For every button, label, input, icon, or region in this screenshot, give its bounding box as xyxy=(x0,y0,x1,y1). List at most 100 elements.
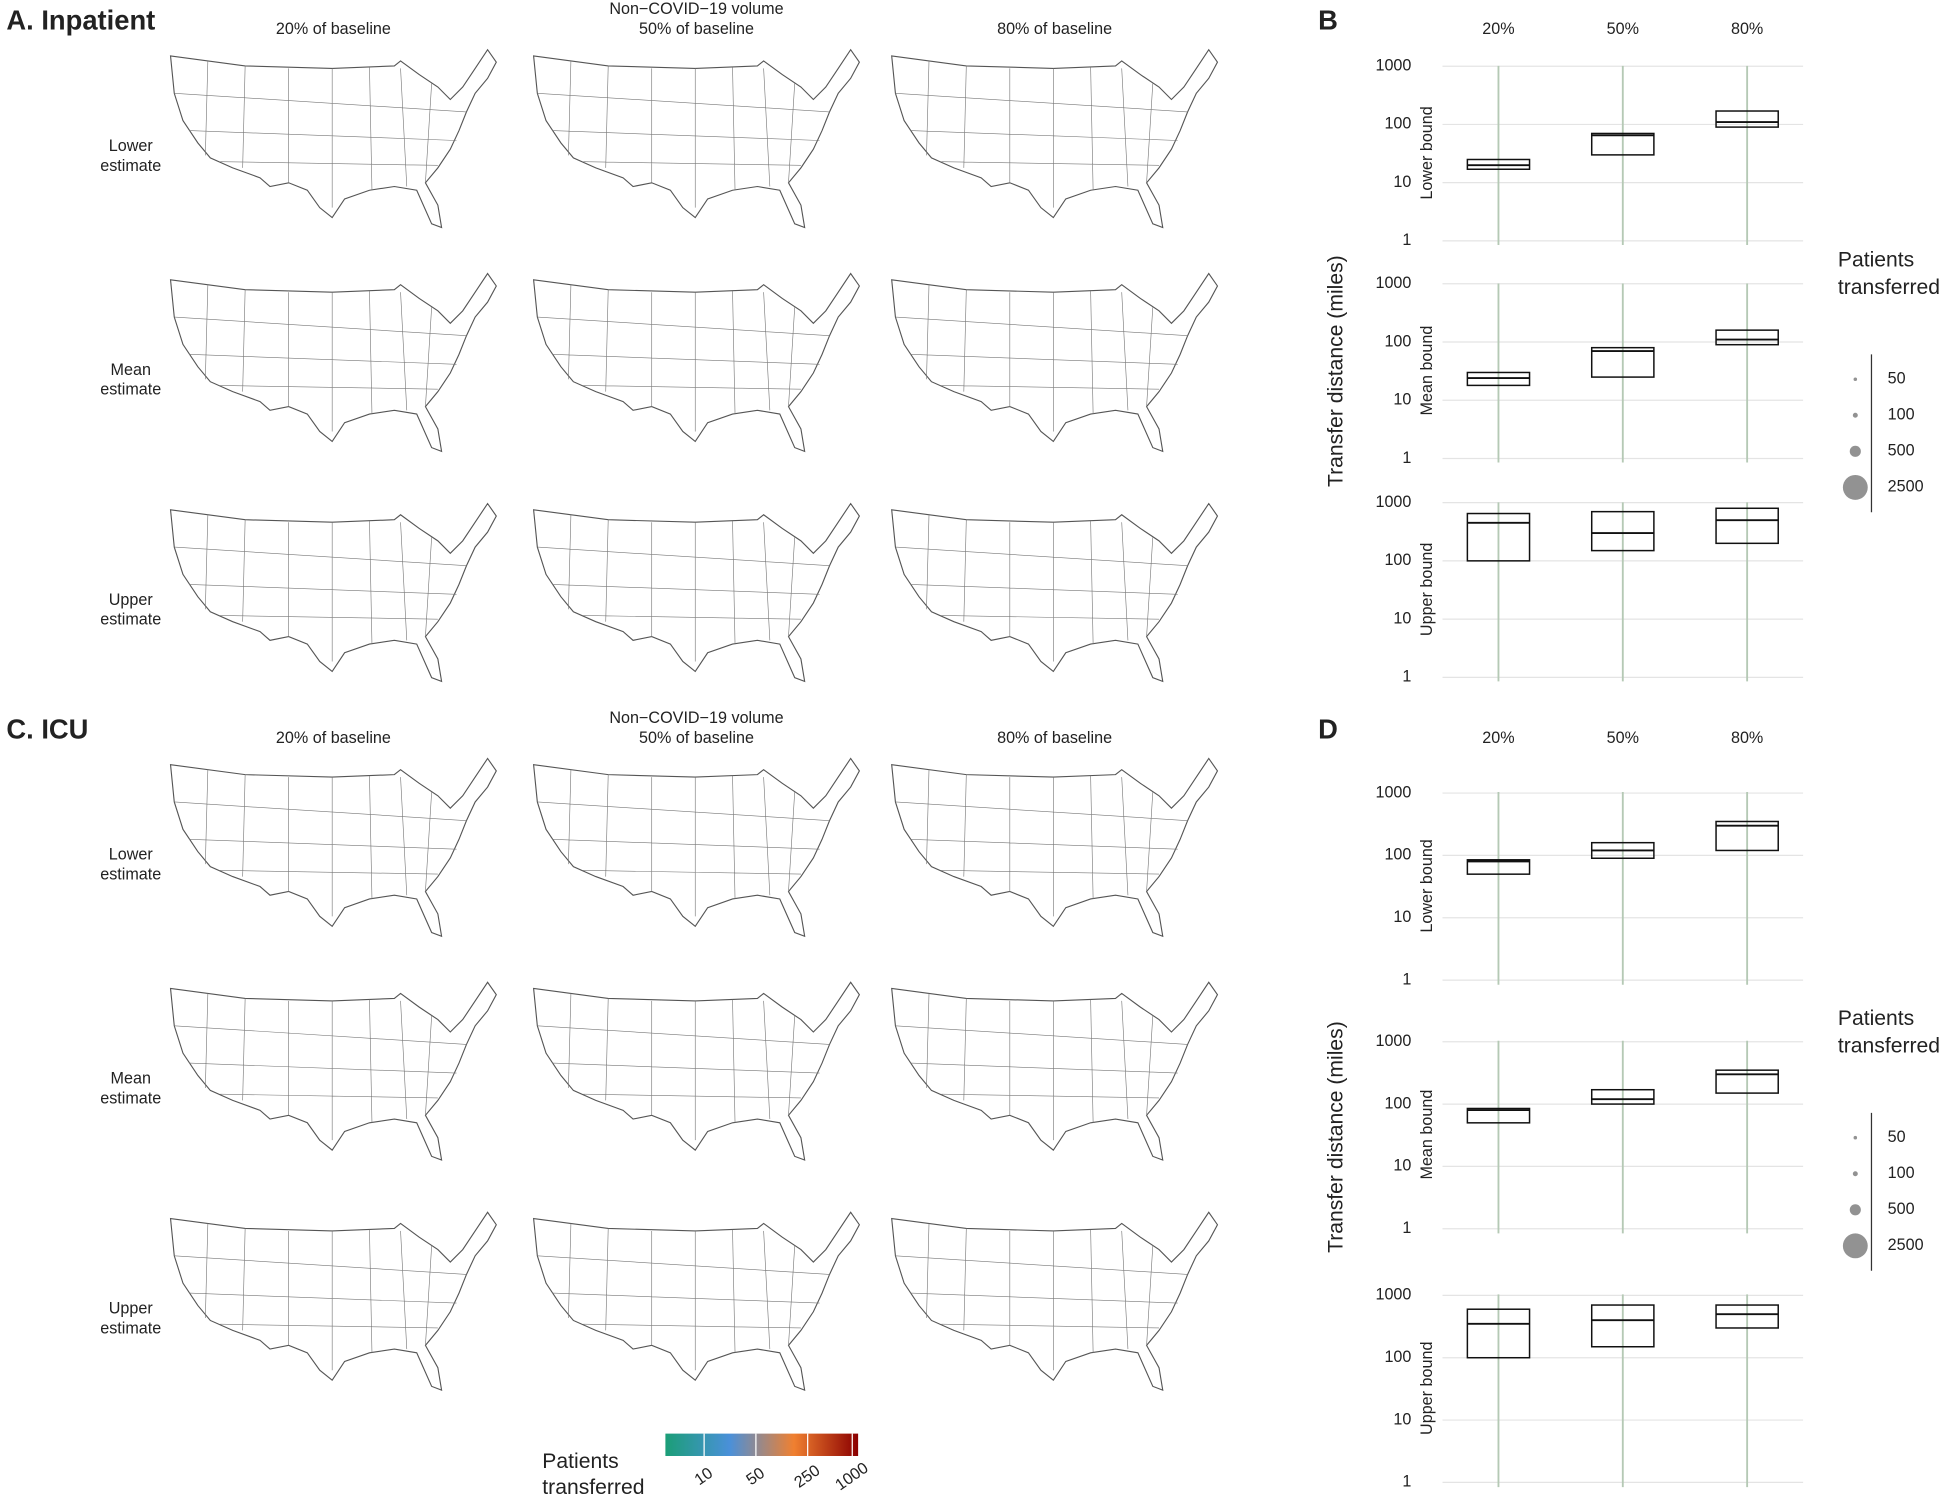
us-map xyxy=(533,49,860,229)
us-map xyxy=(891,1211,1219,1391)
legend-title: transferred xyxy=(1838,1035,1940,1058)
size-label: 500 xyxy=(1888,442,1915,460)
panel-title: D xyxy=(1318,713,1338,744)
y-tick-label: 1 xyxy=(1402,1473,1411,1491)
column-label: 20% of baseline xyxy=(276,729,391,747)
size-key xyxy=(1842,1233,1868,1259)
y-tick-label: 100 xyxy=(1384,1094,1411,1112)
row-label: Lower xyxy=(109,846,154,864)
us-map xyxy=(169,272,497,452)
y-tick-label: 100 xyxy=(1384,846,1411,864)
y-tick-label: 1 xyxy=(1402,668,1411,686)
y-tick-label: 1000 xyxy=(1375,783,1411,801)
colorbar xyxy=(665,1433,859,1456)
us-map xyxy=(891,757,1219,937)
row-label: Lower xyxy=(109,137,154,155)
legend-title: Patients xyxy=(1838,1007,1914,1030)
us-map xyxy=(891,503,1219,682)
column-label: 80% of baseline xyxy=(997,729,1112,747)
y-tick-label: 1 xyxy=(1402,1219,1411,1237)
us-map xyxy=(533,272,860,452)
us-map xyxy=(891,49,1219,229)
size-label: 50 xyxy=(1888,369,1906,387)
legend-title: Patients xyxy=(542,1450,618,1473)
column-label: 50% of baseline xyxy=(639,729,754,747)
y-tick-label: 1000 xyxy=(1375,274,1411,292)
y-axis-label: Transfer distance (miles) xyxy=(1324,1021,1347,1253)
size-key xyxy=(1853,1135,1858,1140)
y-axis-label: Transfer distance (miles) xyxy=(1324,255,1347,487)
box xyxy=(1466,1107,1531,1124)
box xyxy=(1715,507,1779,545)
column-label: 20% xyxy=(1482,729,1514,747)
column-label: 20% xyxy=(1482,20,1514,38)
panel-title: B xyxy=(1318,5,1338,36)
y-tick-label: 10 xyxy=(1393,609,1411,627)
column-label: 80% xyxy=(1731,729,1763,747)
us-map xyxy=(533,1211,860,1391)
row-label: estimate xyxy=(100,611,161,629)
us-map xyxy=(891,981,1219,1161)
y-tick-label: 1000 xyxy=(1375,493,1411,511)
box xyxy=(1715,1069,1779,1094)
size-label: 2500 xyxy=(1888,478,1924,496)
us-map xyxy=(533,503,860,682)
size-key xyxy=(1852,1171,1858,1177)
row-label: estimate xyxy=(100,157,161,175)
facet-label: Upper bound xyxy=(1418,1342,1436,1435)
box xyxy=(1715,329,1779,346)
us-map xyxy=(169,757,497,937)
facet-label: Mean bound xyxy=(1418,1090,1436,1180)
y-tick-label: 100 xyxy=(1384,1348,1411,1366)
y-tick-label: 1000 xyxy=(1375,56,1411,74)
y-tick-label: 10 xyxy=(1393,391,1411,409)
size-key xyxy=(1852,412,1858,418)
facet-label: Lower bound xyxy=(1418,106,1436,199)
row-label: estimate xyxy=(100,1089,161,1107)
box xyxy=(1590,346,1655,378)
box xyxy=(1466,1308,1531,1359)
us-map xyxy=(169,1211,497,1391)
us-map xyxy=(169,49,497,229)
y-tick-label: 1000 xyxy=(1375,1286,1411,1304)
colorbar-tick-label: 250 xyxy=(791,1461,823,1491)
y-tick-label: 10 xyxy=(1393,1410,1411,1428)
size-label: 2500 xyxy=(1888,1236,1924,1254)
column-header: Non−COVID−19 volume xyxy=(609,0,783,18)
us-map xyxy=(533,757,860,937)
us-map xyxy=(169,981,497,1161)
us-map xyxy=(891,272,1219,452)
box xyxy=(1715,820,1779,852)
box xyxy=(1466,859,1531,875)
size-label: 100 xyxy=(1888,406,1915,424)
size-key xyxy=(1849,1204,1861,1216)
column-label: 80% xyxy=(1731,20,1763,38)
legend-title: transferred xyxy=(542,1476,644,1499)
size-label: 50 xyxy=(1888,1128,1906,1146)
box xyxy=(1466,512,1531,562)
column-label: 80% of baseline xyxy=(997,20,1112,38)
box xyxy=(1715,110,1779,128)
colorbar-tick-label: 1000 xyxy=(832,1459,872,1494)
column-label: 20% of baseline xyxy=(276,20,391,38)
y-tick-label: 1000 xyxy=(1375,1032,1411,1050)
y-tick-label: 100 xyxy=(1384,332,1411,350)
row-label: estimate xyxy=(100,866,161,884)
row-label: Upper xyxy=(109,591,154,609)
row-label: Upper xyxy=(109,1300,154,1318)
box xyxy=(1590,1304,1655,1348)
us-map xyxy=(533,981,860,1161)
panel-title: A. Inpatient xyxy=(6,5,155,36)
column-label: 50% xyxy=(1607,729,1639,747)
y-tick-label: 10 xyxy=(1393,1157,1411,1175)
y-tick-label: 1 xyxy=(1402,970,1411,988)
row-label: Mean xyxy=(111,1070,151,1088)
facet-label: Lower bound xyxy=(1418,839,1436,932)
size-label: 100 xyxy=(1888,1164,1915,1182)
layout: A. Inpatient Non−COVID−19 volume 20% of ba… xyxy=(6,0,1940,1499)
y-tick-label: 10 xyxy=(1393,908,1411,926)
colorbar-tick-label: 10 xyxy=(691,1464,716,1489)
y-tick-label: 1 xyxy=(1402,231,1411,249)
y-tick-label: 10 xyxy=(1393,173,1411,191)
